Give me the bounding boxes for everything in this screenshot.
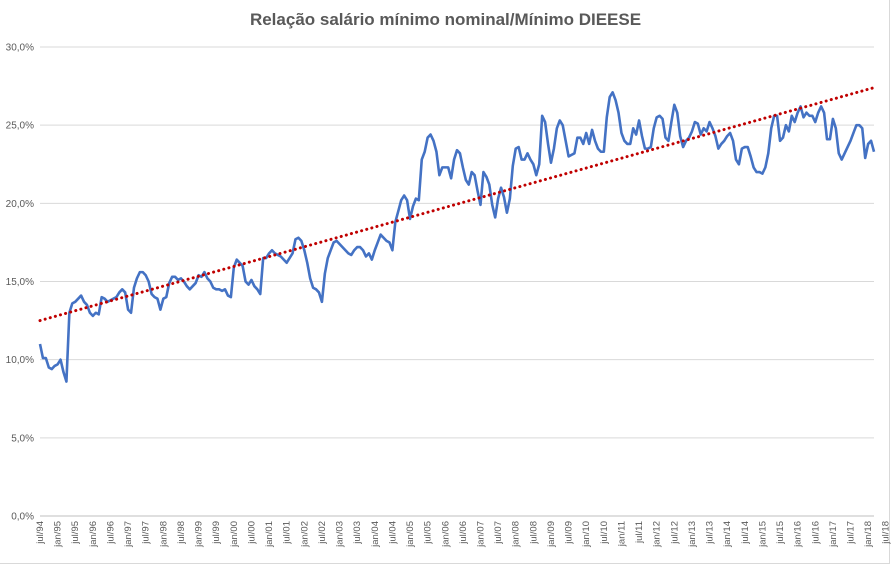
x-tick-label: jan/11 xyxy=(616,521,627,547)
x-tick-label: jan/04 xyxy=(370,521,381,548)
x-tick-label: jan/96 xyxy=(88,521,99,548)
x-tick-label: jan/15 xyxy=(757,521,768,548)
y-tick-label: 5,0% xyxy=(11,433,34,444)
x-tick-label: jul/15 xyxy=(775,521,786,545)
x-tick-label: jul/95 xyxy=(70,521,81,545)
x-tick-label: jul/09 xyxy=(564,521,575,545)
x-tick-label: jul/11 xyxy=(634,521,645,544)
x-tick-label: jul/00 xyxy=(246,521,257,545)
y-tick-label: 0,0% xyxy=(11,512,34,523)
y-tick-label: 20,0% xyxy=(6,199,34,210)
x-axis-ticks: jul/94 jan/95 jul/95 jan/96 jul/96 jan/97 jul/… xyxy=(35,521,891,548)
x-tick-label: jul/13 xyxy=(705,521,716,545)
y-tick-label: 15,0% xyxy=(6,277,34,288)
x-tick-label: jul/96 xyxy=(105,521,116,545)
x-tick-label: jul/10 xyxy=(599,521,610,545)
x-tick-label: jan/18 xyxy=(863,521,874,548)
x-tick-label: jan/99 xyxy=(194,521,205,548)
trend-line xyxy=(38,86,876,323)
series-line xyxy=(38,91,876,383)
x-tick-label: jan/08 xyxy=(511,521,522,548)
x-tick-label: jan/13 xyxy=(687,521,698,548)
x-tick-label: jul/07 xyxy=(493,521,504,545)
x-tick-label: jan/00 xyxy=(229,521,240,548)
x-tick-label: jul/99 xyxy=(211,521,222,545)
x-tick-label: jul/97 xyxy=(141,521,152,545)
x-tick-label: jan/09 xyxy=(546,521,557,548)
x-tick-label: jan/14 xyxy=(722,521,733,548)
y-tick-label: 10,0% xyxy=(6,355,34,366)
y-tick-label: 25,0% xyxy=(6,121,34,132)
x-tick-label: jan/97 xyxy=(123,521,134,548)
x-tick-label: jan/03 xyxy=(335,521,346,548)
x-tick-label: jan/10 xyxy=(581,521,592,548)
x-tick-label: jul/05 xyxy=(423,521,434,545)
x-tick-label: jan/05 xyxy=(405,521,416,548)
y-axis-ticks: 0,0% 5,0% 10,0% 15,0% 20,0% 25,0% 30,0% xyxy=(6,43,34,523)
x-tick-label: jul/03 xyxy=(352,521,363,545)
x-tick-label: jul/16 xyxy=(810,521,821,545)
x-tick-label: jul/01 xyxy=(282,521,293,545)
x-tick-label: jul/06 xyxy=(458,521,469,545)
gridlines xyxy=(40,46,874,517)
x-tick-label: jul/94 xyxy=(35,521,46,545)
x-tick-label: jul/02 xyxy=(317,521,328,545)
x-tick-label: jan/06 xyxy=(440,521,451,548)
x-tick-label: jul/98 xyxy=(176,521,187,545)
y-tick-label: 30,0% xyxy=(6,43,34,54)
plot-series xyxy=(38,86,876,383)
chart-title: Relação salário mínimo nominal/Mínimo DI… xyxy=(249,10,642,29)
x-tick-label: jan/07 xyxy=(475,521,486,548)
x-tick-label: jan/98 xyxy=(158,521,169,548)
x-tick-label: jan/02 xyxy=(299,521,310,548)
x-tick-label: jul/04 xyxy=(387,521,398,545)
x-tick-label: jul/14 xyxy=(740,521,751,545)
x-tick-label: jan/16 xyxy=(793,521,804,548)
x-tick-label: jan/12 xyxy=(652,521,663,548)
x-tick-label: jul/18 xyxy=(881,521,891,545)
x-tick-label: jan/17 xyxy=(828,521,839,548)
x-tick-label: jan/01 xyxy=(264,521,275,548)
x-tick-label: jan/95 xyxy=(53,521,64,548)
x-tick-label: jul/08 xyxy=(528,521,539,545)
x-tick-label: jul/17 xyxy=(846,521,857,545)
x-tick-label: jul/12 xyxy=(669,521,680,545)
